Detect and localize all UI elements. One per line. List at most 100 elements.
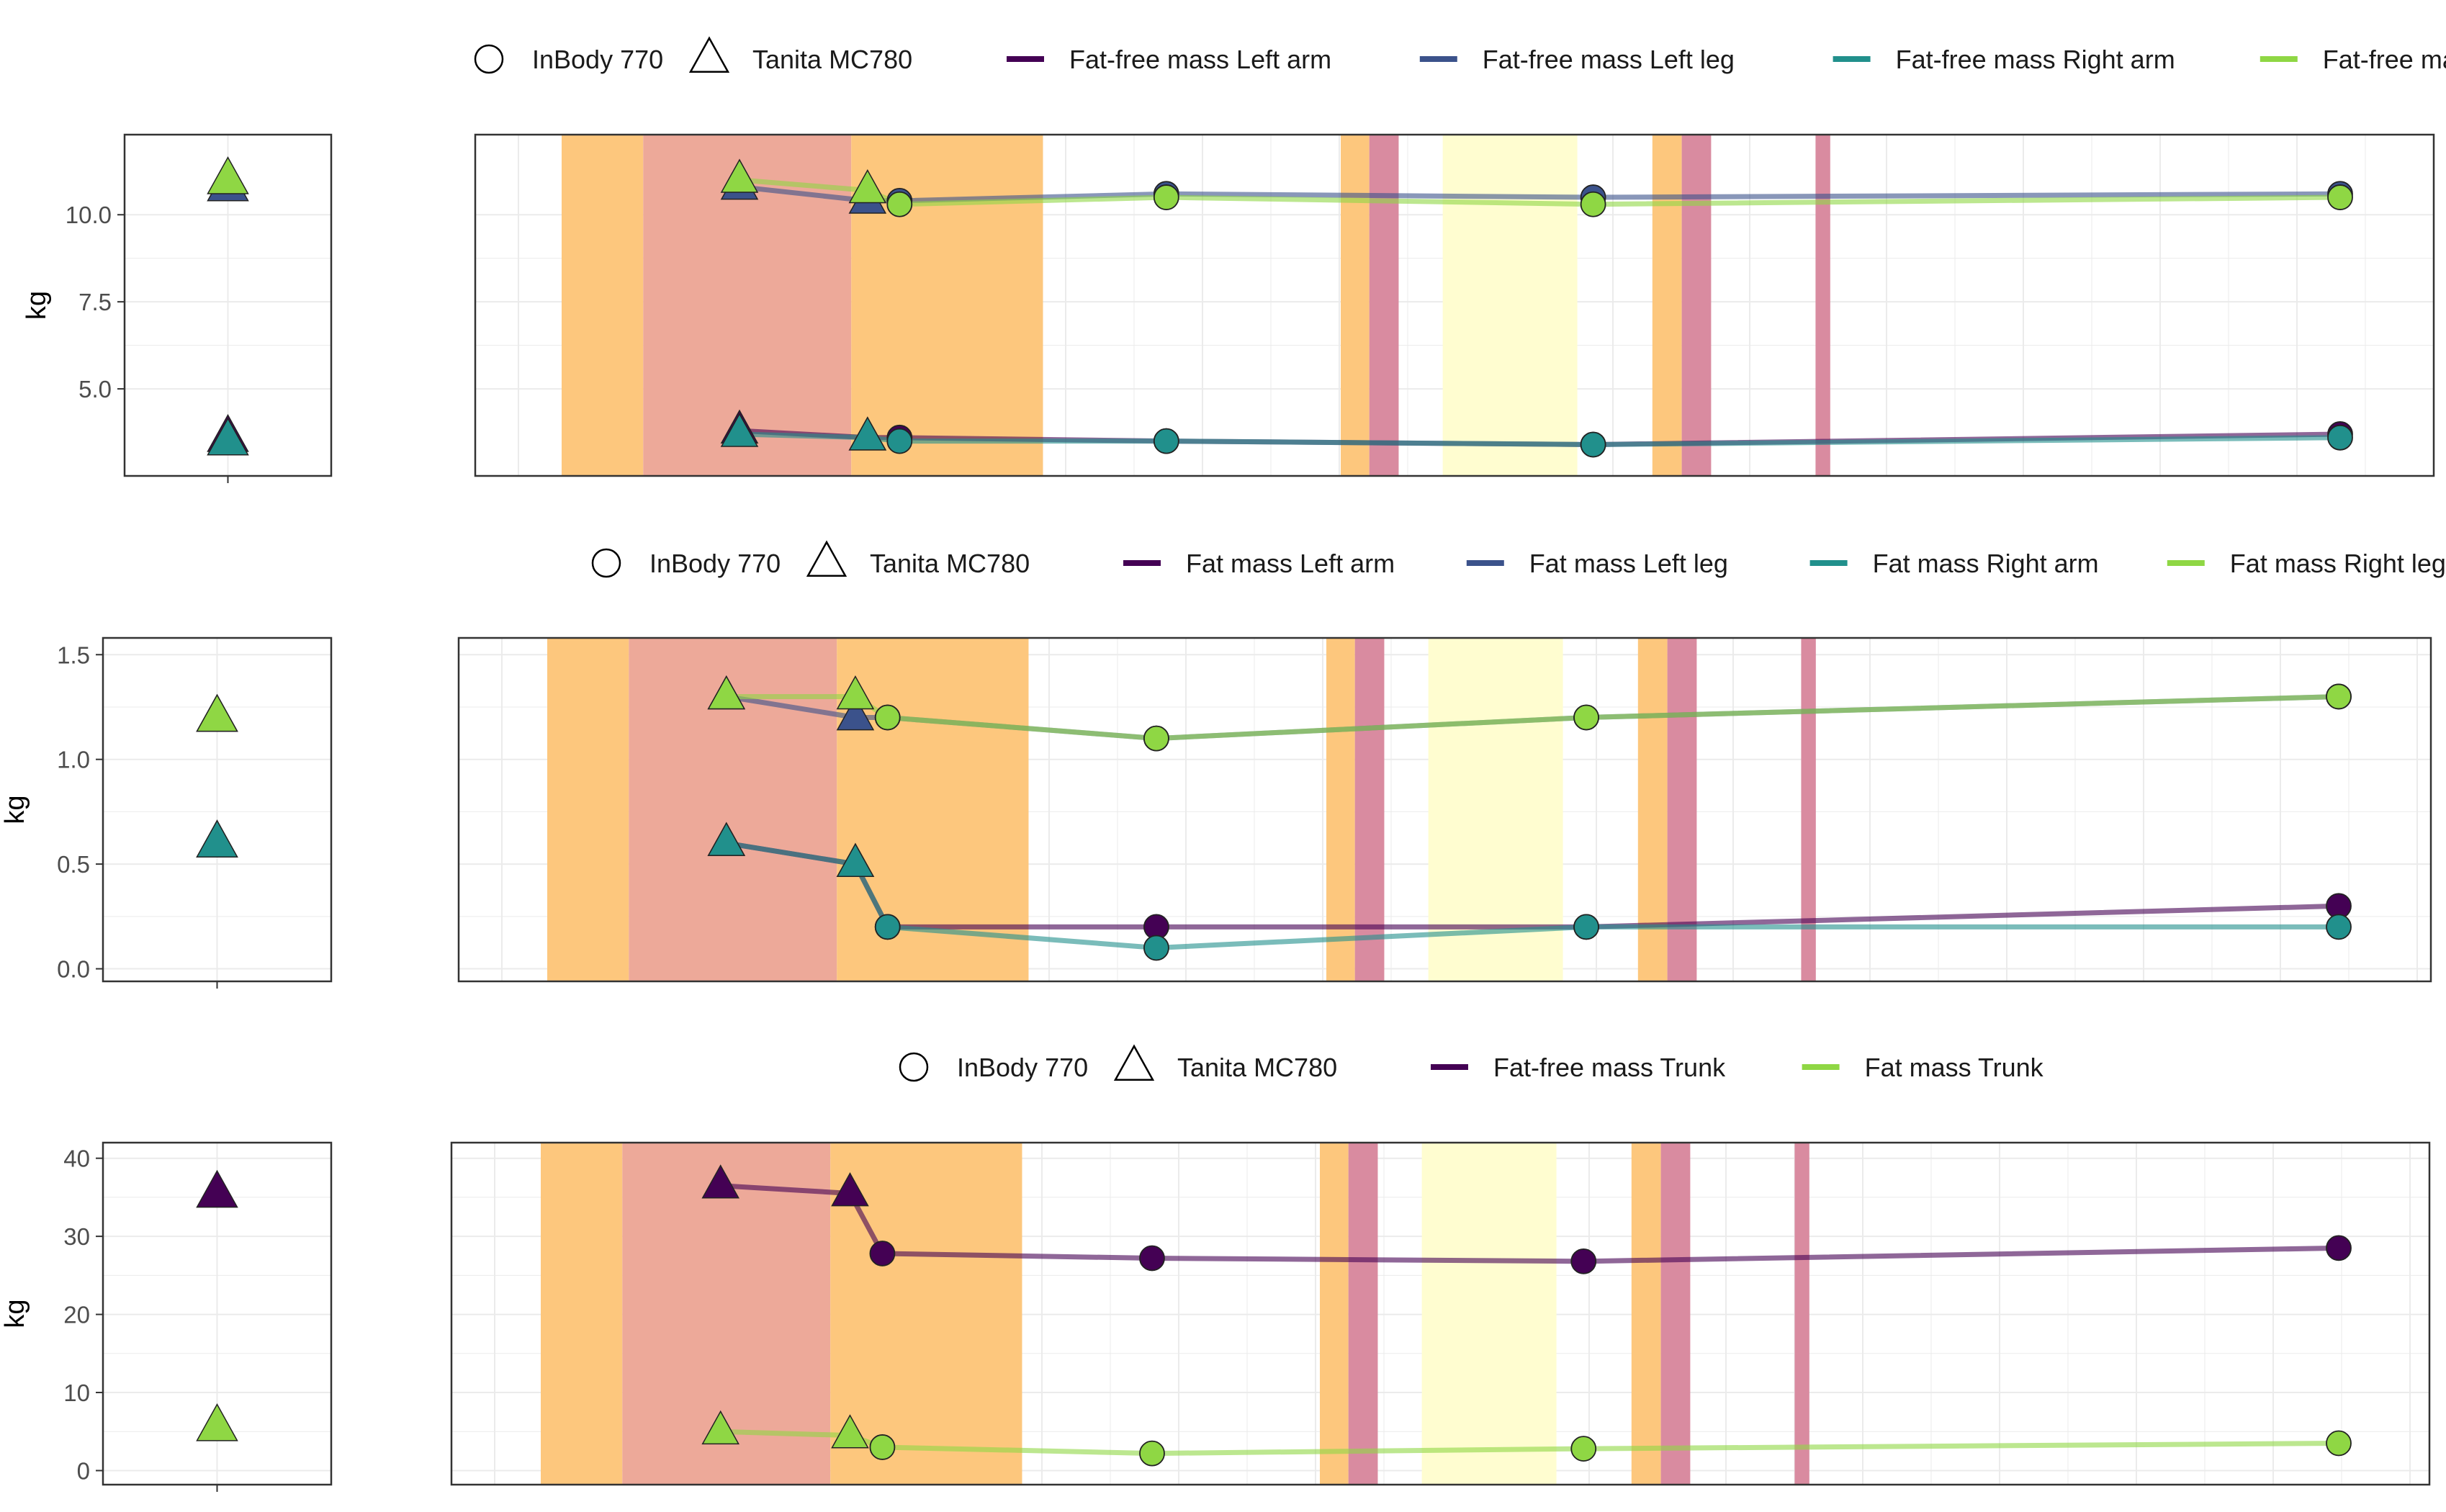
- inbody-point: [1153, 428, 1179, 454]
- tanita-point: [707, 822, 746, 856]
- legend-label: Fat-free mass Trunk: [1493, 1053, 1726, 1082]
- tanita-point: [836, 696, 875, 731]
- phase-band: [1660, 1143, 1691, 1485]
- inbody-point: [886, 428, 913, 454]
- y-tick-label: 30: [63, 1223, 90, 1250]
- y-tick-label: 20: [63, 1302, 90, 1328]
- tanita-point: [831, 1414, 869, 1449]
- inbody-point: [874, 914, 901, 940]
- legend-label: Fat-free mass Left leg: [1483, 45, 1735, 74]
- timecourse-panel: [457, 636, 2432, 983]
- series-line: [726, 840, 2339, 950]
- phase-band: [1354, 638, 1385, 981]
- tanita-point: [831, 1172, 869, 1207]
- y-tick-label: 10.0: [66, 202, 112, 228]
- legend-label: Fat-free mass Left arm: [1069, 45, 1331, 74]
- series-line: [720, 1183, 2339, 1264]
- tanita-point: [836, 675, 875, 710]
- y-tick-label: 0.0: [57, 956, 90, 983]
- baseline-point: [196, 1169, 238, 1208]
- phase-band: [1369, 135, 1399, 476]
- inbody-point: [1580, 191, 1606, 217]
- legend-circle-key: [474, 44, 504, 74]
- legend-label: Fat mass Right arm: [1873, 549, 2099, 578]
- legend-label: Tanita MC780: [870, 549, 1030, 578]
- inbody-point: [1153, 184, 1179, 210]
- legend-triangle-key: [688, 36, 730, 73]
- inbody-point: [886, 191, 913, 217]
- series-line: [739, 184, 2341, 204]
- legend-circle-key: [591, 548, 621, 578]
- inbody-point: [1139, 1245, 1165, 1272]
- phase-band: [1341, 135, 1370, 476]
- chart-row-2: InBody 770 Tanita MC780 Fat mass Left arm F…: [0, 540, 2446, 989]
- phase-band: [562, 135, 644, 476]
- y-tick-label: 40: [63, 1146, 90, 1172]
- phase-band: [1637, 638, 1668, 981]
- tanita-point: [836, 842, 875, 877]
- inbody-point: [869, 1241, 896, 1266]
- y-tick-label: 7.5: [78, 289, 112, 315]
- y-tick-label: 5.0: [78, 376, 112, 402]
- series-line: [739, 177, 2341, 207]
- chart-row-1: InBody 770 Tanita MC780 Fat-free mass Left…: [22, 36, 2446, 483]
- phase-band: [1428, 638, 1563, 981]
- baseline-point: [196, 819, 238, 858]
- baseline-point: [207, 417, 249, 456]
- baseline-point: [196, 1403, 238, 1441]
- tanita-point: [720, 158, 759, 193]
- legend-label: Fat mass Left leg: [1529, 549, 1728, 578]
- chart-row-3: InBody 770 Tanita MC780 Fat-free mass Trun…: [0, 1044, 2431, 1492]
- phase-band: [541, 1143, 623, 1485]
- phase-band: [1442, 135, 1578, 476]
- baseline-point: [207, 156, 249, 194]
- inbody-point: [1573, 914, 1599, 940]
- inbody-point: [1570, 1436, 1597, 1462]
- inbody-point: [1580, 431, 1606, 458]
- legend-label: Fat mass Right leg: [2230, 549, 2446, 578]
- tanita-point: [848, 168, 887, 204]
- legend-label: Tanita MC780: [1177, 1053, 1337, 1082]
- phase-band: [1348, 1143, 1378, 1485]
- phase-band: [1421, 1143, 1557, 1485]
- series-line: [739, 431, 2341, 447]
- legend: InBody 770 Tanita MC780 Fat mass Left arm F…: [591, 540, 2446, 578]
- y-tick-label: 0: [77, 1457, 90, 1484]
- inbody-point: [874, 704, 901, 731]
- phase-band: [1667, 638, 1697, 981]
- tanita-point: [720, 413, 759, 447]
- phase-band: [1326, 638, 1355, 981]
- legend-label: Fat-free mass Right arm: [1896, 45, 2175, 74]
- legend-label: Fat-free mass Right leg: [2323, 45, 2446, 74]
- inbody-point: [1139, 1440, 1165, 1467]
- panel-border: [474, 133, 2435, 477]
- y-tick-label: 10: [63, 1380, 90, 1406]
- inbody-point: [2326, 1235, 2352, 1261]
- y-tick-label: 0.5: [57, 851, 90, 878]
- phase-band: [547, 638, 629, 981]
- phase-band: [1320, 1143, 1349, 1485]
- inbody-point: [2326, 683, 2352, 710]
- legend: InBody 770 Tanita MC780 Fat-free mass Trun…: [899, 1044, 2044, 1082]
- panel-border: [450, 1141, 2431, 1486]
- legend-label: InBody 770: [532, 45, 663, 74]
- y-axis-title: kg: [22, 291, 52, 320]
- legend-label: InBody 770: [649, 549, 781, 578]
- legend: InBody 770 Tanita MC780 Fat-free mass Left…: [474, 36, 2446, 74]
- inbody-point: [869, 1434, 896, 1460]
- inbody-point: [2327, 424, 2353, 451]
- legend-label: Fat mass Trunk: [1865, 1053, 2044, 1082]
- timecourse-panel: [474, 133, 2435, 477]
- inbody-point: [2327, 184, 2353, 210]
- inbody-point: [1143, 725, 1169, 752]
- tanita-point: [707, 675, 746, 710]
- phase-band: [837, 638, 1029, 981]
- phase-band: [1801, 638, 1816, 981]
- inbody-point: [1570, 1248, 1597, 1274]
- y-tick-label: 1.5: [57, 642, 90, 668]
- legend-circle-key: [899, 1052, 929, 1082]
- y-axis-title: kg: [0, 795, 30, 824]
- tanita-point: [701, 1410, 739, 1445]
- series-line: [726, 693, 2339, 742]
